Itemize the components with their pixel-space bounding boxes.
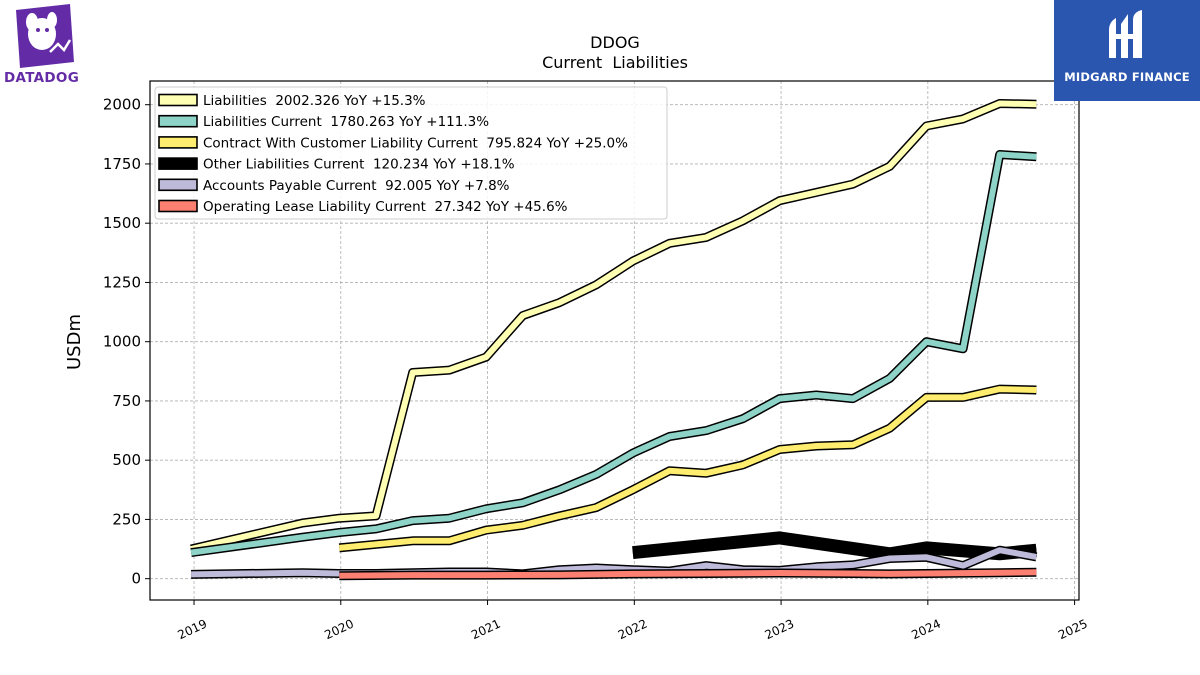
x-tick-label: 2023 [763, 617, 797, 643]
x-tick-label: 2024 [909, 617, 943, 643]
y-axis-ticks: 0 250 500 750 1000 1250 1500 1750 2000 [103, 96, 150, 588]
series-5 [339, 567, 1037, 581]
legend-swatch [158, 114, 198, 128]
datadog-dog-icon [16, 4, 74, 68]
y-tick-label: 250 [112, 510, 141, 528]
legend-box [154, 86, 668, 220]
x-tick-label: 2022 [616, 617, 650, 643]
y-tick-label: 1750 [103, 155, 141, 173]
x-tick-label: 2025 [1056, 617, 1090, 643]
chart-title: DDOG [590, 33, 640, 52]
legend-swatch [158, 199, 198, 213]
series-line [339, 386, 1037, 551]
y-tick-label: 750 [112, 392, 141, 410]
legend-label: Operating Lease Liability Current 27.342… [203, 199, 568, 215]
midgard-finance-logo-text: MIDGARD FINANCE [1064, 70, 1190, 84]
series-0 [190, 99, 1037, 554]
series-line-outline [338, 384, 1037, 553]
legend-label: Other Liabilities Current 120.234 YoY +1… [203, 157, 515, 173]
series-line [190, 151, 1037, 556]
y-tick-label: 1500 [103, 214, 141, 232]
series-lines [190, 99, 1038, 581]
y-tick-label: 2000 [103, 96, 141, 114]
datadog-logo: DATADOG [0, 0, 95, 95]
legend-swatch [158, 157, 198, 170]
legend-label: Liabilities Current 1780.263 YoY +111.3% [203, 114, 489, 130]
series-3 [632, 531, 1038, 561]
legend-swatch [158, 136, 198, 149]
series-line [339, 569, 1037, 579]
y-tick-label: 500 [112, 451, 141, 469]
legend-label: Liabilities 2002.326 YoY +15.3% [203, 93, 426, 109]
y-axis-label: USDm [64, 314, 85, 370]
legend-label: Accounts Payable Current 92.005 YoY +7.8… [203, 178, 510, 194]
legend-label: Contract With Customer Liability Current… [203, 135, 628, 151]
midgard-finance-mark-icon [1109, 10, 1142, 58]
series-2 [338, 384, 1037, 553]
x-tick-label: 2021 [469, 617, 503, 643]
x-axis-ticks: 2019 2020 2021 2022 2023 2024 2025 [176, 600, 1090, 642]
plot-frame [149, 80, 1080, 601]
legend-swatch [158, 93, 198, 107]
x-tick-label: 2020 [322, 617, 356, 643]
y-tick-label: 0 [131, 570, 141, 588]
series-line [190, 100, 1037, 552]
x-tick-label: 2019 [176, 617, 210, 643]
legend-swatch [158, 178, 198, 192]
datadog-logo-text: DATADOG [4, 70, 80, 86]
y-tick-label: 1000 [103, 333, 141, 351]
series-1 [190, 150, 1037, 558]
chart-subtitle: Current Liabilities [542, 53, 688, 72]
legend: Liabilities 2002.326 YoY +15.3% Liabiliti… [154, 86, 668, 220]
y-tick-label: 1250 [103, 273, 141, 291]
midgard-finance-logo: MIDGARD FINANCE [1054, 0, 1200, 101]
